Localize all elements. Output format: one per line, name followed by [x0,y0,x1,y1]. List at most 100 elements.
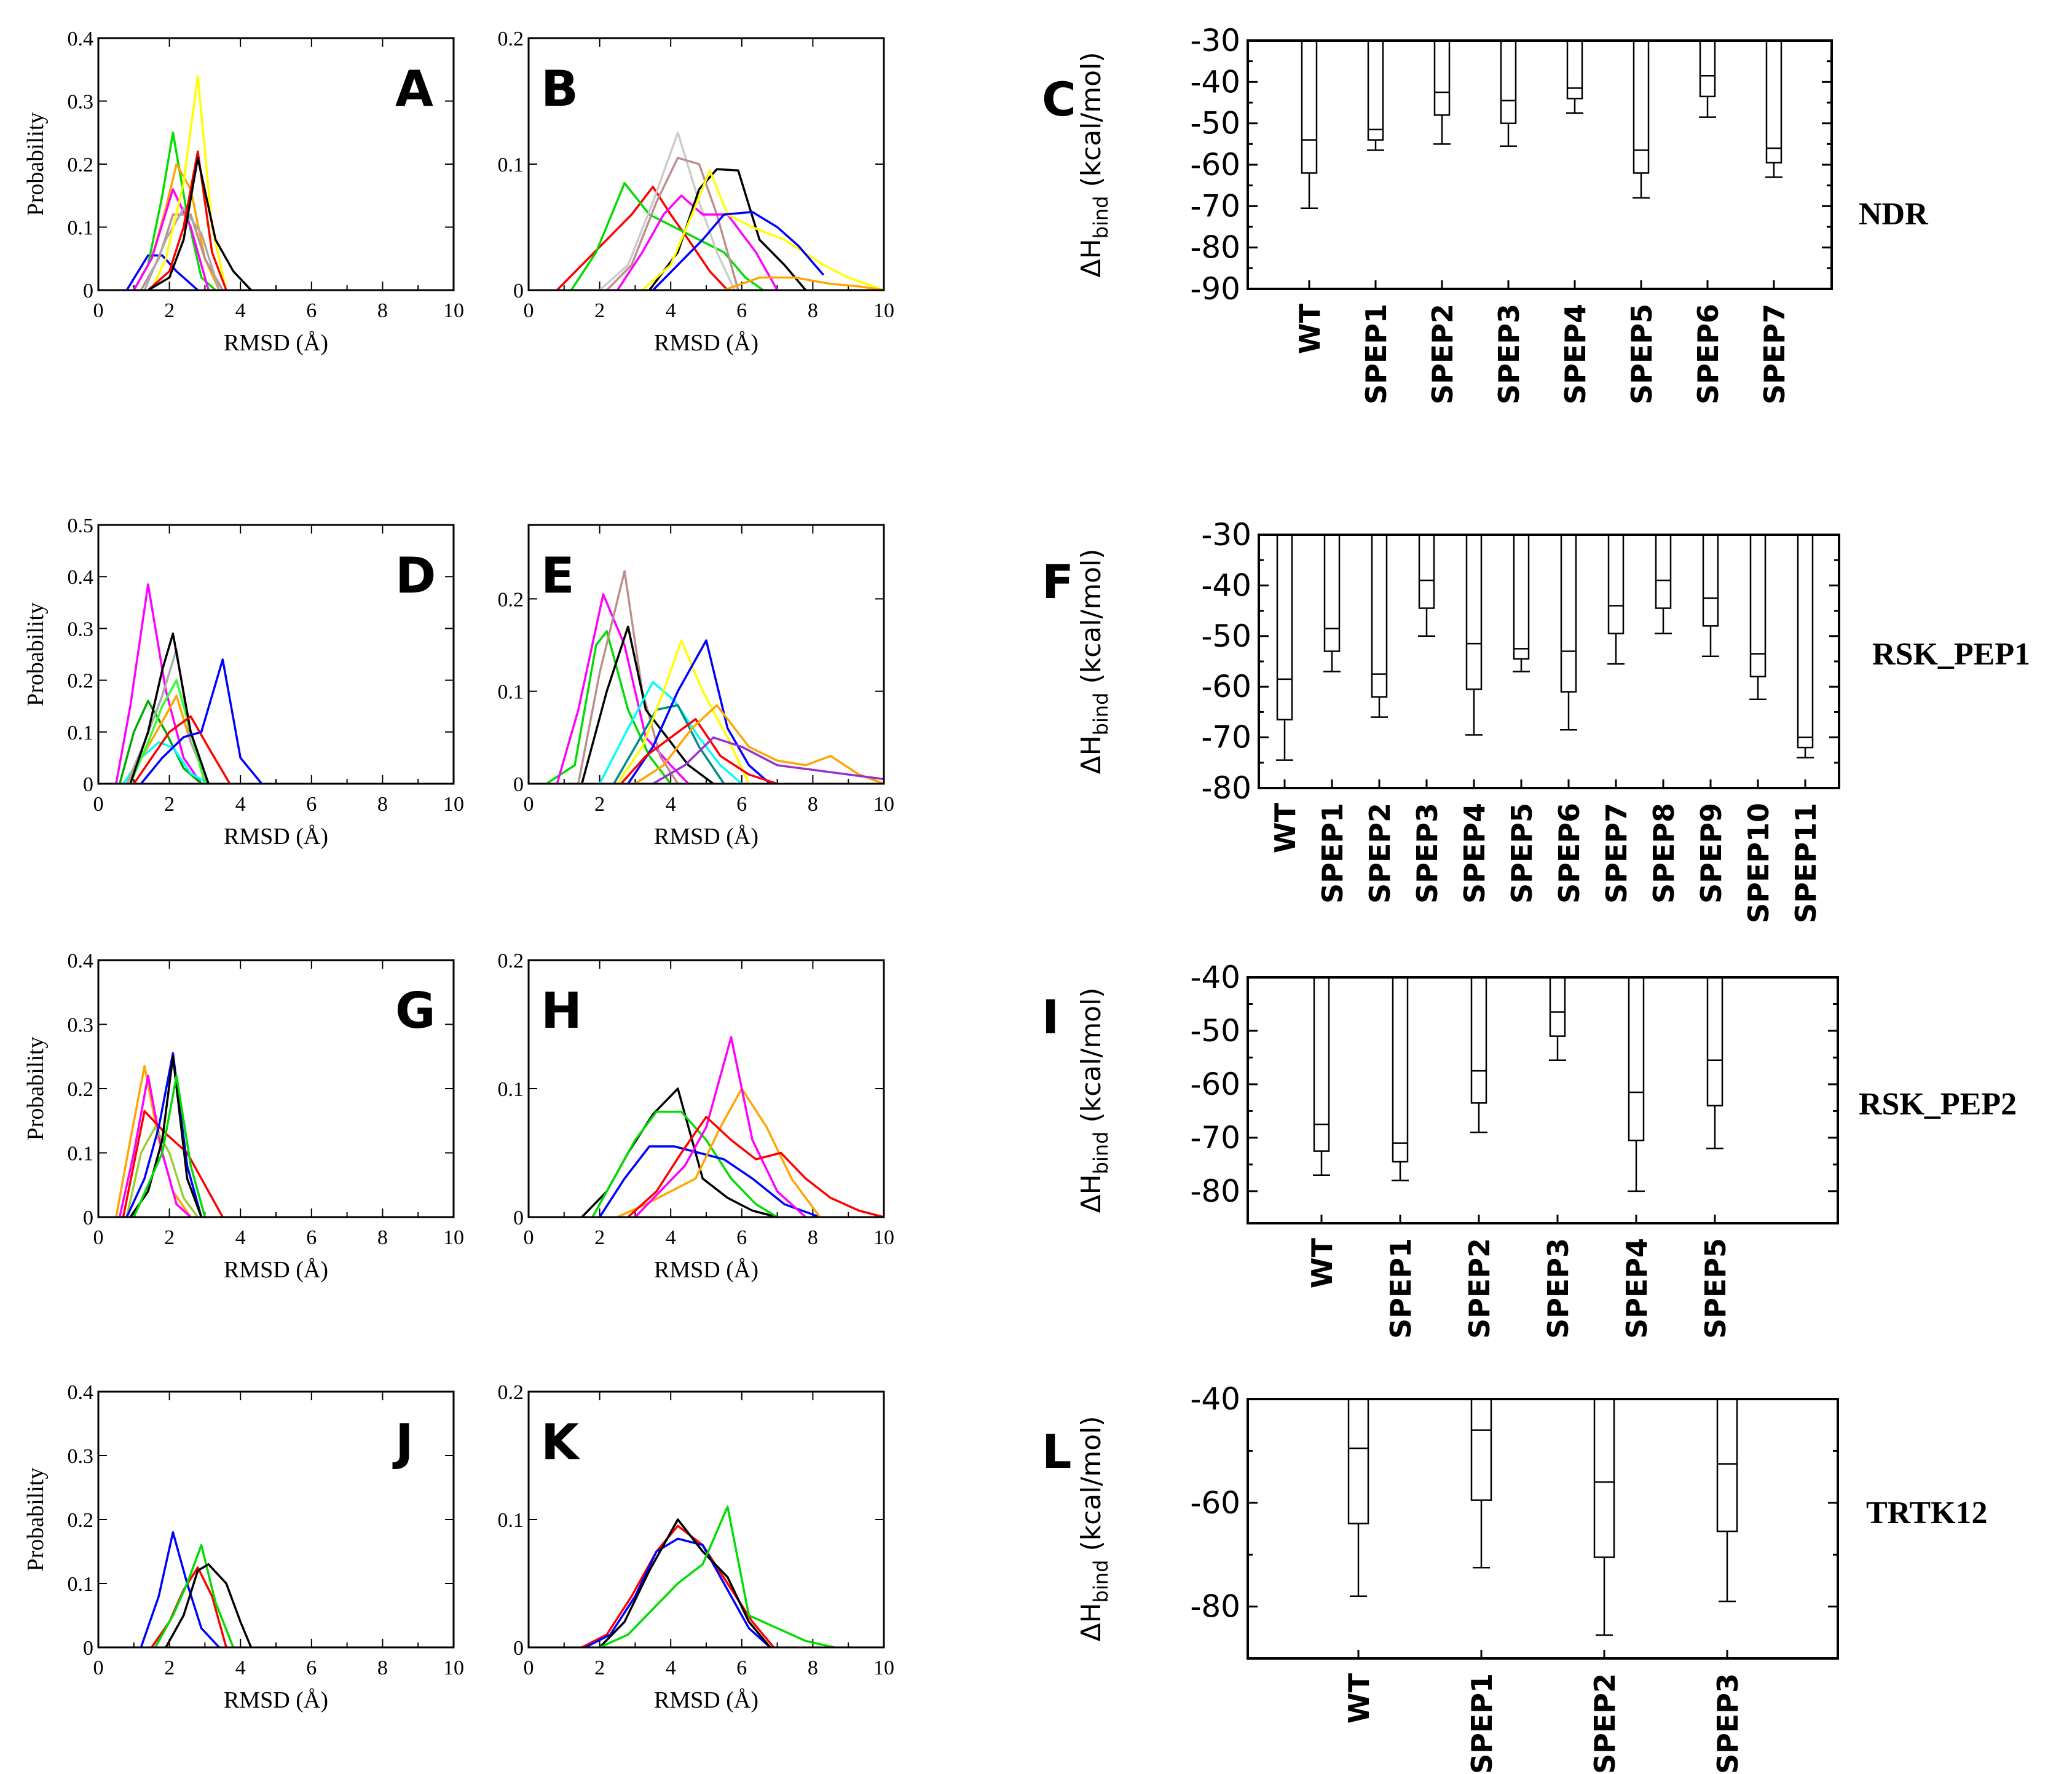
x-tick-label: 8 [808,1226,818,1249]
y-tick-label: 0.3 [68,618,94,641]
bar-WT [1301,39,1318,174]
series-line-green [154,1543,235,1648]
series-line-red [147,150,227,291]
series-line-green [570,182,764,291]
series-line-red [122,1110,224,1218]
y-tick-label: 0.2 [498,1381,524,1404]
series-line-magenta [634,1036,806,1218]
x-tick-label: 4 [666,793,676,816]
series-line-blue [585,1537,771,1649]
y-tick-label: -70 [1201,720,1251,755]
y-tick-label: -40 [1190,64,1240,100]
y-tick-label: 0.1 [498,681,524,704]
series-line-magenta [556,593,690,785]
x-axis-label: RMSD (Å) [654,824,758,850]
x-tick-label: 6 [306,299,317,322]
line-chart-D: 0 2 4 6 8 10 0 0.1 0.2 0.3 0.4 0.5 RMSD (Å) Probabili… [23,514,464,850]
bar-SPEP5 [1513,534,1530,660]
plot-frame [1247,1398,1839,1660]
bar-SPEP11 [1797,534,1814,749]
panel-label: I [1042,990,1059,1044]
series-line-magenta [115,583,203,784]
category-label: SPEP1 [1465,1673,1499,1774]
x-tick-label: 6 [736,299,747,322]
category-label: SPEP5 [1505,803,1538,904]
y-axis-label-sub: bind [1089,1560,1113,1603]
plot-frame [527,524,885,785]
y-axis-label-main: ΔH [1076,239,1107,277]
bar-SPEP3 [1549,976,1566,1037]
bar-SPEP7 [1607,534,1625,634]
series-line-orange [723,276,884,291]
category-label: SPEP1 [1360,304,1393,404]
y-tick-label: 0.4 [68,950,94,972]
y-tick-label: 0 [513,773,524,796]
x-tick-label: 0 [524,299,534,322]
plot-frame [97,37,455,291]
y-tick-label: 0.3 [68,1445,94,1468]
bar-SPEP2 [1470,976,1487,1104]
x-tick-label: 4 [235,793,246,816]
category-label: SPEP6 [1553,803,1586,904]
y-tick-label: -80 [1190,1589,1240,1625]
bar-SPEP7 [1765,39,1782,164]
category-label: SPEP2 [1588,1673,1621,1774]
y-tick-label: 0 [513,280,524,302]
plot-frame [1247,39,1833,290]
series-line-blue [599,1145,821,1218]
y-tick-label: -70 [1190,188,1240,224]
series-line-green [119,700,202,785]
category-label: SPEP8 [1647,803,1680,904]
series-line-black [165,1563,253,1648]
category-label: SPEP7 [1600,803,1633,904]
category-label: SPEP3 [1711,1673,1744,1774]
series-line-blue [140,658,263,785]
y-tick-label: -60 [1190,1485,1240,1521]
panel-label: A [395,60,433,117]
x-tick-label: 2 [594,793,605,816]
line-chart-G: 0 2 4 6 8 10 0 0.1 0.2 0.3 0.4 RMSD (Å) Probability G [23,950,464,1283]
side-label: NDR [1859,197,1929,232]
series-line-green [591,1110,778,1218]
series-line-red [620,718,778,785]
series-line-black [599,1518,771,1649]
bar-SPEP8 [1655,534,1672,609]
series-line-teal [613,704,725,784]
category-label: SPEP4 [1458,803,1491,904]
category-label: SPEP5 [1625,304,1658,404]
y-tick-label: 0.5 [68,514,94,537]
bar-SPEP4 [1628,976,1645,1141]
x-tick-label: 0 [524,1226,534,1249]
y-tick-label: -80 [1190,1173,1240,1209]
category-label: SPEP3 [1542,1238,1575,1339]
series-line-black [148,157,252,291]
x-tick-label: 6 [736,1657,747,1679]
plot-frame [527,37,885,291]
x-tick-label: 4 [666,1226,676,1249]
x-tick-label: 2 [164,299,175,322]
category-label: WT [1306,1237,1339,1288]
x-tick-label: 10 [873,299,894,322]
bar-SPEP3 [1418,534,1435,609]
y-axis-label-main: ΔH [1076,1603,1107,1641]
x-tick-label: 6 [306,1226,317,1249]
bar-chart-L: -40 -60 -80 WT SPEP1 SPEP2 SPEP3 ΔHbind (kcal/m… [1042,1381,1988,1774]
line-chart-B: 0 2 4 6 8 10 0 0.1 0.2 RMSD (Å) B [498,28,895,356]
category-label: SPEP4 [1620,1238,1653,1339]
y-tick-label: 0.2 [68,1509,94,1532]
y-tick-label: 0.1 [68,1143,94,1165]
y-tick-label: 0.1 [68,217,94,240]
y-tick-label: 0 [83,1637,93,1660]
category-label: SPEP7 [1758,304,1791,404]
series-line-red [556,186,728,291]
series-line-orange [634,704,884,785]
y-tick-label: 0.4 [68,566,94,589]
y-tick-label: -60 [1190,1066,1240,1102]
x-tick-label: 2 [164,1226,175,1249]
y-axis-label-unit: (kcal/mol) [1076,52,1107,196]
series-line-blue [627,639,771,785]
category-label: SPEP2 [1463,1238,1496,1339]
y-axis-label-main: ΔH [1076,735,1107,774]
x-axis-label: RMSD (Å) [654,1257,758,1283]
side-label: RSK_PEP1 [1872,637,2030,672]
